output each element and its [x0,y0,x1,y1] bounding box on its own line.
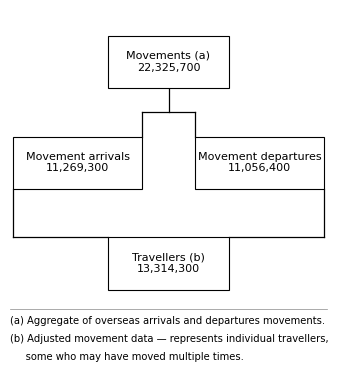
Text: Travellers (b)
13,314,300: Travellers (b) 13,314,300 [132,253,205,275]
FancyBboxPatch shape [108,36,229,88]
FancyBboxPatch shape [108,237,229,290]
Text: (b) Adjusted movement data — represents individual travellers,: (b) Adjusted movement data — represents … [10,334,329,344]
Text: Movement departures
11,056,400: Movement departures 11,056,400 [198,152,321,174]
Text: (a) Aggregate of overseas arrivals and departures movements.: (a) Aggregate of overseas arrivals and d… [10,316,325,326]
FancyBboxPatch shape [195,137,324,189]
Text: some who may have moved multiple times.: some who may have moved multiple times. [10,352,244,362]
Text: Movements (a)
22,325,700: Movements (a) 22,325,700 [126,51,211,73]
FancyBboxPatch shape [13,137,142,189]
Text: Movement arrivals
11,269,300: Movement arrivals 11,269,300 [26,152,129,174]
